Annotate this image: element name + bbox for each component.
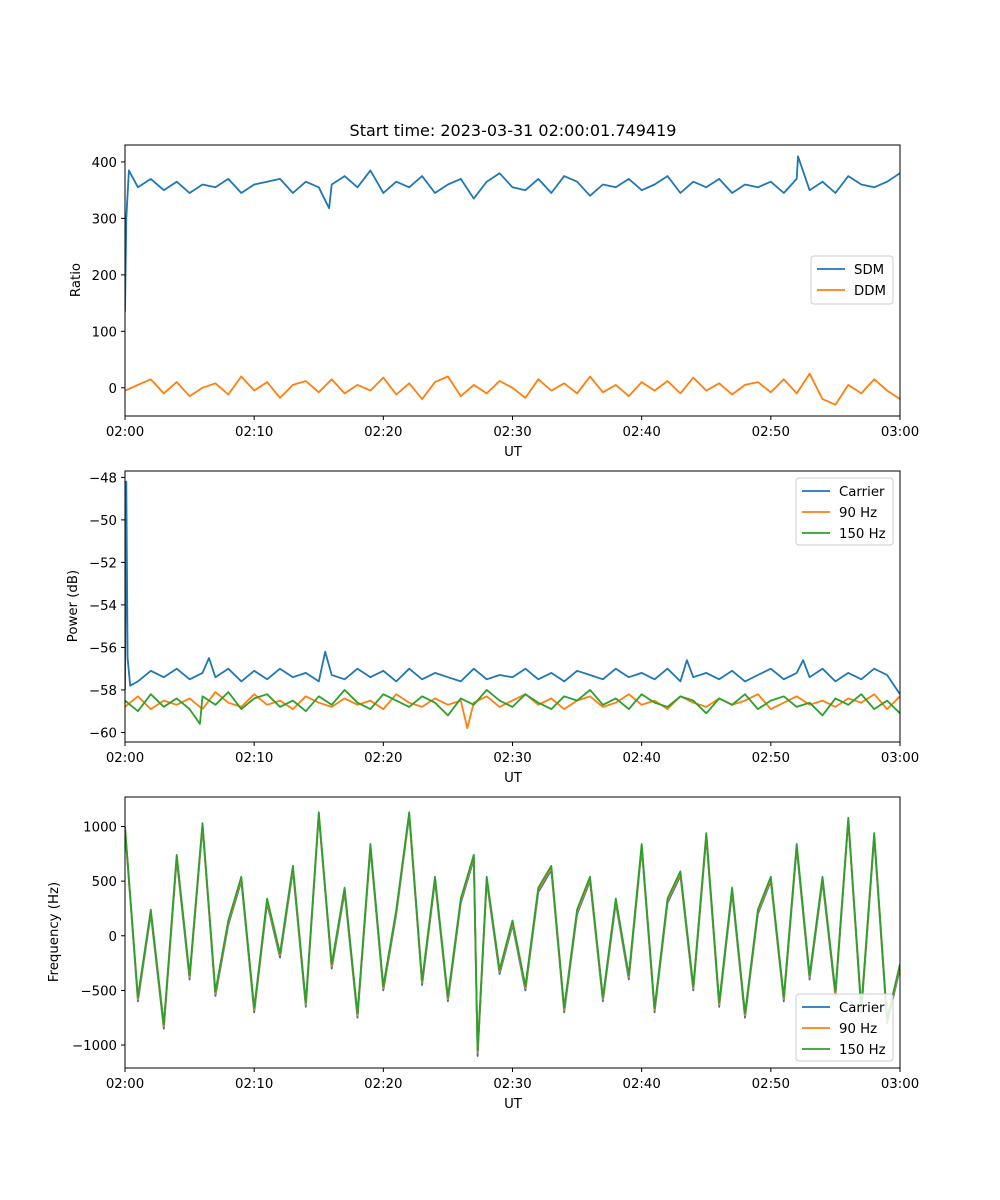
power-y-tick-label: −48	[89, 471, 117, 486]
frequency-y-tick-label: −500	[80, 984, 117, 999]
ratio-series-line-sdm	[125, 155, 900, 312]
power-legend-frame	[795, 477, 894, 546]
frequency-legend-label: 90 Hz	[839, 1022, 877, 1037]
ratio-y-tick-label: 400	[92, 156, 117, 171]
frequency-x-tick-label: 02:10	[235, 1077, 273, 1092]
ratio-x-tick-label: 02:10	[235, 425, 273, 440]
power-x-tick-label: 02:30	[493, 751, 531, 766]
power-x-tick-label: 02:00	[106, 751, 144, 766]
frequency-y-axis-label: Frequency (Hz)	[47, 882, 62, 982]
ratio-x-tick-label: 03:00	[881, 425, 919, 440]
ratio-y-tick-label: 300	[92, 212, 117, 227]
frequency-legend-label: Carrier	[839, 1001, 885, 1016]
frequency-legend: Carrier 90 Hz 150 Hz	[795, 993, 894, 1062]
power-x-tick-label: 02:40	[623, 751, 661, 766]
ratio-series-line-ddm	[125, 372, 900, 406]
frequency-x-axis-label: UT	[504, 1097, 523, 1112]
frequency-y-tick-label: 0	[109, 930, 117, 945]
ratio-y-tick-label: 200	[92, 269, 117, 284]
power-legend-label: Carrier	[839, 485, 885, 500]
power-legend: Carrier 90 Hz 150 Hz	[795, 477, 894, 546]
frequency-series-line-150-hz	[125, 811, 900, 1052]
frequency-y-tick-label: −1000	[72, 1039, 117, 1054]
frequency-x-tick-label: 02:40	[623, 1077, 661, 1092]
power-series-line-carrier	[125, 480, 900, 695]
frequency-legend-frame	[795, 993, 894, 1062]
ratio-series-group	[125, 155, 900, 406]
ratio-y-axis-label: Ratio	[69, 263, 84, 297]
ratio-x-tick-label: 02:20	[364, 425, 402, 440]
power-legend-label: 90 Hz	[839, 506, 877, 521]
ratio-y-tick-label: 0	[109, 382, 117, 397]
power-legend-label: 150 Hz	[839, 527, 886, 542]
frequency-x-tick-label: 02:50	[752, 1077, 790, 1092]
panel-power: UT Power (dB) 02:00 02:10 02:20 02:30 02:40 0…	[66, 470, 919, 786]
ratio-legend: SDM DDM	[810, 255, 894, 305]
frequency-x-tick-label: 03:00	[881, 1077, 919, 1092]
ratio-y-tick-label: 100	[92, 325, 117, 340]
frequency-series-group	[125, 811, 900, 1057]
power-y-tick-label: −60	[89, 726, 117, 741]
frequency-y-tick-label: 1000	[83, 821, 117, 836]
power-y-tick-label: −54	[89, 599, 117, 614]
frequency-x-tick-label: 02:20	[364, 1077, 402, 1092]
power-y-tick-label: −50	[89, 514, 117, 529]
frequency-legend-label: 150 Hz	[839, 1043, 886, 1058]
power-x-tick-label: 03:00	[881, 751, 919, 766]
power-x-axis-label: UT	[504, 771, 523, 786]
ratio-legend-frame	[810, 255, 894, 305]
frequency-x-tick-label: 02:00	[106, 1077, 144, 1092]
power-x-tick-label: 02:20	[364, 751, 402, 766]
ratio-x-tick-label: 02:00	[106, 425, 144, 440]
ratio-legend-label: DDM	[854, 284, 886, 299]
power-y-tick-label: −58	[89, 684, 117, 699]
ratio-legend-label: SDM	[854, 263, 884, 278]
power-series-group	[125, 480, 900, 730]
frequency-y-tick-label: 500	[92, 875, 117, 890]
power-x-tick-label: 02:10	[235, 751, 273, 766]
power-y-tick-label: −52	[89, 556, 117, 571]
ratio-x-axis-label: UT	[504, 445, 523, 460]
panel-ratio: UT Ratio 02:00 02:10 02:20 02:30 02:40 02:50 0…	[69, 144, 919, 460]
power-series-line-150-hz	[125, 689, 900, 725]
chart-title: Start time: 2023-03-31 02:00:01.749419	[350, 121, 677, 140]
ratio-x-tick-label: 02:30	[493, 425, 531, 440]
power-y-tick-label: −56	[89, 641, 117, 656]
power-x-tick-label: 02:50	[752, 751, 790, 766]
ratio-x-tick-label: 02:40	[623, 425, 661, 440]
ratio-x-tick-label: 02:50	[752, 425, 790, 440]
frequency-x-tick-label: 02:30	[493, 1077, 531, 1092]
power-y-axis-label: Power (dB)	[66, 570, 81, 642]
panel-frequency: UT Frequency (Hz) 02:00 02:10 02:20 02:30 02…	[47, 796, 919, 1112]
